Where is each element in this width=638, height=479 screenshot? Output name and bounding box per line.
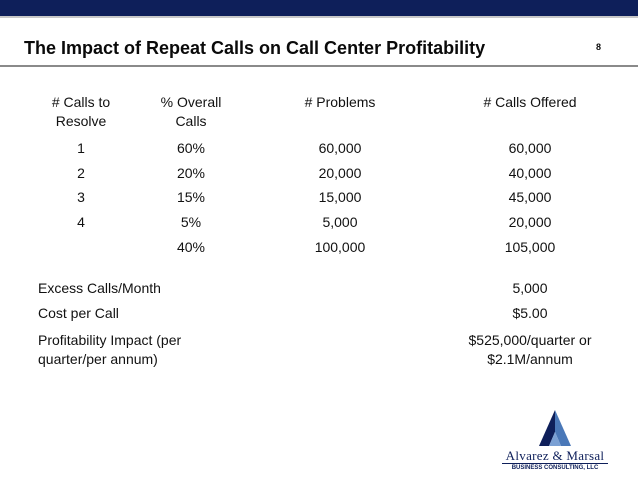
table-cell: 100,000 [314, 239, 366, 255]
table-cell: 20,000 [318, 165, 362, 181]
table-cell: 60,000 [318, 140, 362, 156]
company-logo: Alvarez & Marsal BUSINESS CONSULTING, LL… [500, 408, 610, 478]
table-cell: 40,000 [508, 165, 552, 181]
top-bar-divider [0, 16, 638, 18]
table-cell: 20,000 [508, 214, 552, 230]
table-cell: 4 [77, 214, 85, 230]
table-cell: 40% [176, 239, 206, 255]
table-cell: 15,000 [318, 189, 362, 205]
logo-divider [502, 463, 608, 464]
col-header-problems: # Problems [304, 94, 376, 110]
table-cell: 3 [77, 189, 85, 205]
table-cell: 5,000 [322, 214, 358, 230]
slide-title: The Impact of Repeat Calls on Call Cente… [24, 38, 486, 58]
table-cell: 5% [180, 214, 202, 230]
col-header-percent-overall: % Overall Calls [160, 94, 222, 129]
col-header-calls-offered: # Calls Offered [483, 94, 577, 110]
table-cell: 20% [176, 165, 206, 181]
table-cell: 15% [176, 189, 206, 205]
table-cell: 60,000 [508, 140, 552, 156]
profitability-impact-label: Profitability Impact (per quarter/per an… [38, 332, 182, 367]
logo-name: Alvarez & Marsal [505, 448, 605, 463]
cost-per-call-value: $5.00 [512, 305, 548, 321]
logo-subtitle: BUSINESS CONSULTING, LLC [511, 465, 599, 471]
col-header-calls-to-resolve: # Calls to Resolve [51, 94, 111, 129]
table-cell: 1 [77, 140, 85, 156]
cost-per-call-label: Cost per Call [38, 305, 119, 321]
excess-calls-label: Excess Calls/Month [38, 280, 161, 296]
table-cell: 2 [77, 165, 85, 181]
profitability-impact-value: $525,000/quarter or $2.1M/annum [468, 332, 592, 367]
table-cell: 60% [176, 140, 206, 156]
logo-mark-icon [539, 410, 571, 446]
page-number: 8 [596, 42, 602, 52]
table-cell: 45,000 [508, 189, 552, 205]
title-rule [0, 65, 638, 67]
excess-calls-value: 5,000 [512, 280, 548, 296]
table-cell: 105,000 [504, 239, 556, 255]
top-bar [0, 0, 638, 16]
title-row: The Impact of Repeat Calls on Call Cente… [0, 28, 638, 68]
